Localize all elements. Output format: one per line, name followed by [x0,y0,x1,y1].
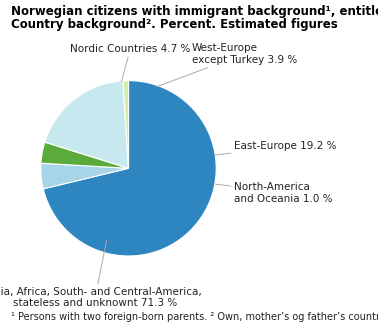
Wedge shape [43,81,216,256]
Text: West-Europe
except Turkey 3.9 %: West-Europe except Turkey 3.9 % [156,43,297,87]
Text: Nordic Countries 4.7 %: Nordic Countries 4.7 % [70,44,191,82]
Text: North-America
and Oceania 1.0 %: North-America and Oceania 1.0 % [215,182,332,204]
Text: Country background². Percent. Estimated figures: Country background². Percent. Estimated … [11,18,338,31]
Text: Asia, Africa, South- and Central-America,
stateless and unknownt 71.3 %: Asia, Africa, South- and Central-America… [0,240,202,308]
Wedge shape [41,163,129,189]
Wedge shape [45,81,129,168]
Text: Norwegian citizens with immigrant background¹, entitled to vote.: Norwegian citizens with immigrant backgr… [11,5,378,18]
Text: ¹ Persons with two foreign-born parents. ² Own, mother’s og father’s country of : ¹ Persons with two foreign-born parents.… [11,312,378,322]
Wedge shape [123,81,129,168]
Wedge shape [41,142,129,168]
Text: East-Europe 19.2 %: East-Europe 19.2 % [214,141,336,155]
